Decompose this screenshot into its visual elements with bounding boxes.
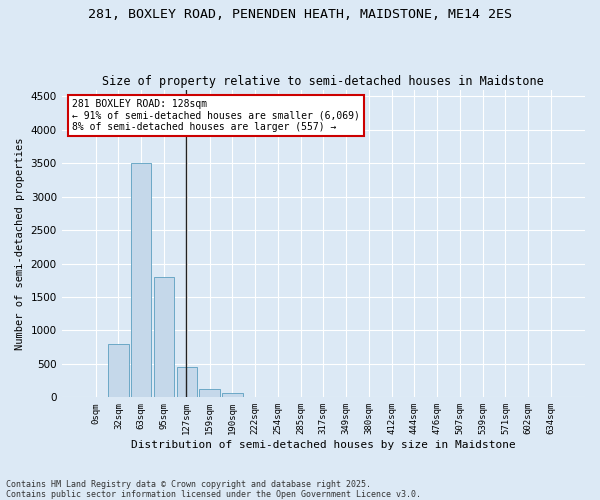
Title: Size of property relative to semi-detached houses in Maidstone: Size of property relative to semi-detach…: [103, 76, 544, 88]
Bar: [154, 277, 174, 398]
X-axis label: Distribution of semi-detached houses by size in Maidstone: Distribution of semi-detached houses by …: [131, 440, 516, 450]
Bar: [199, 390, 220, 398]
Text: 281 BOXLEY ROAD: 128sqm
← 91% of semi-detached houses are smaller (6,069)
8% of : 281 BOXLEY ROAD: 128sqm ← 91% of semi-de…: [72, 99, 360, 132]
Bar: [108, 344, 129, 398]
Bar: [131, 163, 151, 398]
Y-axis label: Number of semi-detached properties: Number of semi-detached properties: [15, 137, 25, 350]
Bar: [245, 396, 265, 398]
Text: 281, BOXLEY ROAD, PENENDEN HEATH, MAIDSTONE, ME14 2ES: 281, BOXLEY ROAD, PENENDEN HEATH, MAIDST…: [88, 8, 512, 20]
Text: Contains HM Land Registry data © Crown copyright and database right 2025.
Contai: Contains HM Land Registry data © Crown c…: [6, 480, 421, 499]
Bar: [222, 392, 242, 398]
Bar: [176, 367, 197, 398]
